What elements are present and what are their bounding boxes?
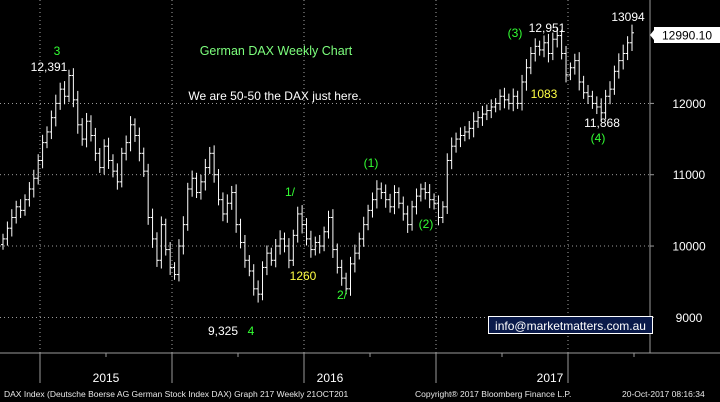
wave-label-2-minor: 2/ (337, 288, 348, 302)
annotation-13094: 13094 (611, 10, 645, 24)
chart-footer: DAX Index (Deutsche Boerse AG German Sto… (0, 387, 720, 402)
wave-label-4-paren: (4) (591, 131, 606, 145)
y-tick-label: 12000 (672, 97, 706, 111)
annotation-9325: 9,325 (208, 324, 238, 338)
footer-timestamp: 20-Oct-2017 08:16:34 (622, 389, 705, 399)
y-tick-label: 10000 (672, 240, 706, 254)
wave-label-3: 3 (54, 44, 61, 58)
wave-label-1-paren: (1) (364, 156, 379, 170)
x-tick-label: 2015 (93, 371, 120, 385)
chart-grid (0, 0, 650, 353)
footer-description: DAX Index (Deutsche Boerse AG German Sto… (4, 389, 349, 399)
footer-copyright: Copyright® 2017 Bloomberg Finance L.P. (415, 389, 572, 399)
y-tick-label: 9000 (676, 311, 703, 325)
x-axis-ticks: 2015 2016 2017 (39, 353, 635, 385)
wave-label-1-minor: 1/ (285, 185, 296, 199)
annotation-1260: 1260 (290, 269, 317, 283)
annotation-1083: 1083 (531, 87, 558, 101)
y-axis-ticks: 9000 10000 11000 12000 (650, 97, 706, 325)
x-tick-label: 2017 (537, 371, 564, 385)
annotation-11868: 11,868 (584, 116, 620, 130)
annotation-12391: 12,391 (31, 60, 68, 74)
wave-label-3-paren: (3) (508, 26, 523, 40)
chart-subtitle: We are 50-50 the DAX just here. (188, 89, 361, 103)
price-bars (1, 24, 634, 303)
x-tick-label: 2016 (317, 371, 344, 385)
last-price-label: 12990.10 (662, 29, 712, 43)
email-link[interactable]: info@marketmatters.com.au (488, 316, 653, 334)
annotation-12951: 12,951 (529, 21, 566, 35)
chart-title: German DAX Weekly Chart (200, 44, 353, 58)
y-tick-label: 11000 (673, 168, 706, 182)
last-price-pointer (650, 30, 654, 40)
wave-label-2-paren: (2) (419, 217, 434, 231)
last-price-box (654, 27, 720, 43)
wave-label-4: 4 (248, 324, 255, 338)
